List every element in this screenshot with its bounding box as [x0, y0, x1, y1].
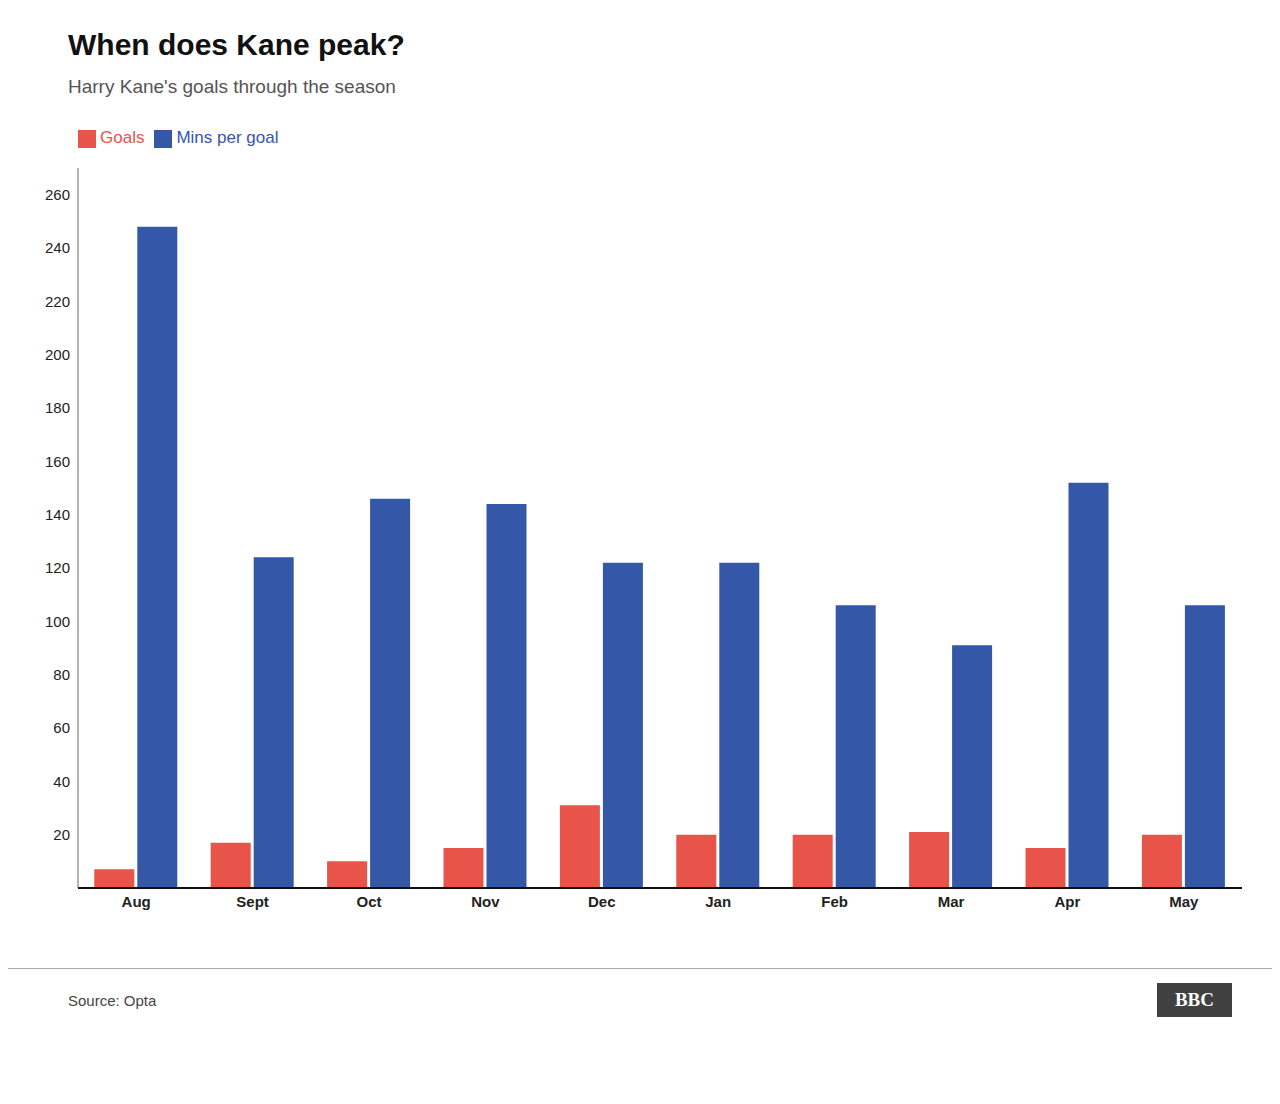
svg-text:140: 140 — [45, 506, 70, 523]
svg-text:100: 100 — [45, 613, 70, 630]
html-text:Goals: Goals — [100, 128, 145, 147]
svg-text:120: 120 — [45, 559, 70, 576]
svg-text:240: 240 — [45, 239, 70, 256]
svg-text:Dec: Dec — [588, 893, 616, 910]
html-text:Mins per goal: Mins per goal — [176, 128, 279, 147]
svg-text:Aug: Aug — [122, 893, 151, 910]
svg-text:260: 260 — [45, 186, 70, 203]
svg-text:Jan: Jan — [705, 893, 731, 910]
svg-text:Oct: Oct — [356, 893, 381, 910]
svg-text:Nov: Nov — [471, 893, 500, 910]
svg-text:Apr: Apr — [1054, 893, 1080, 910]
svg-text:40: 40 — [53, 773, 70, 790]
html-text:When does Kane peak?: When does Kane peak? — [68, 28, 405, 61]
svg-text:160: 160 — [45, 453, 70, 470]
svg-text:180: 180 — [45, 399, 70, 416]
svg-text:Mar: Mar — [938, 893, 965, 910]
svg-text:May: May — [1169, 893, 1199, 910]
html-text:Source: Opta: Source: Opta — [68, 991, 157, 1009]
html-text:BBC: BBC — [1174, 989, 1214, 1010]
svg-text:Sept: Sept — [236, 893, 269, 910]
svg-text:220: 220 — [45, 293, 70, 310]
svg-text:60: 60 — [53, 719, 70, 736]
svg-text:20: 20 — [53, 826, 70, 843]
svg-text:80: 80 — [53, 666, 70, 683]
html-text:Harry Kane's goals through the: Harry Kane's goals through the season — [68, 76, 396, 97]
svg-text:200: 200 — [45, 346, 70, 363]
svg-text:Feb: Feb — [821, 893, 848, 910]
